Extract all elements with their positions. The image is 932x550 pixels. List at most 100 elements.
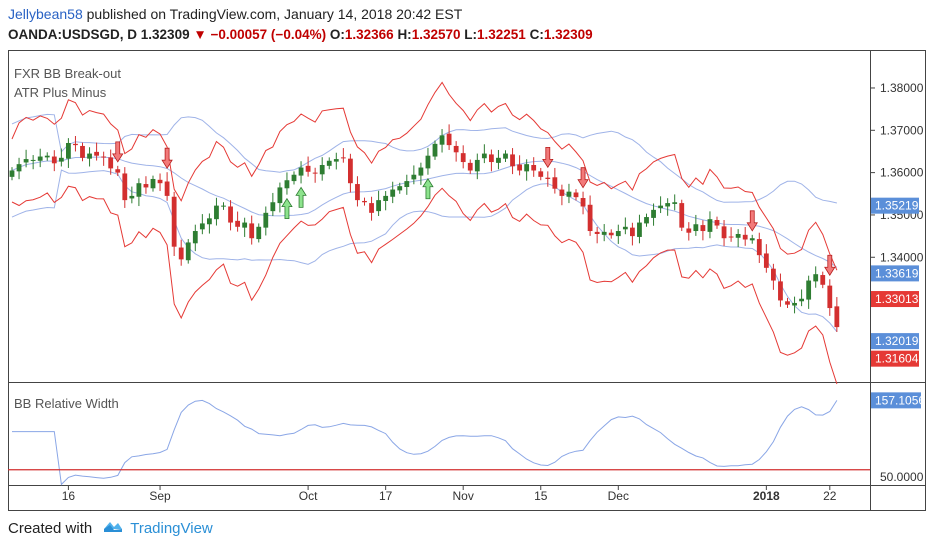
- candle-body: [291, 174, 297, 182]
- low-value: 1.32251: [477, 27, 526, 42]
- buy-arrow-icon: [281, 197, 293, 220]
- candle-body: [235, 220, 240, 227]
- price-change: −0.00057 (−0.04%): [210, 27, 327, 42]
- candle-body: [559, 189, 565, 196]
- price-tag: [871, 333, 919, 350]
- candle-body: [531, 165, 537, 171]
- candle-body: [340, 157, 346, 159]
- price-tick-label: 1.38000: [880, 81, 924, 95]
- candle-body: [467, 162, 473, 171]
- plot-layer: [8, 81, 870, 486]
- candle-body: [756, 239, 762, 256]
- candle-body: [693, 224, 699, 232]
- price-tag: [871, 265, 919, 282]
- candle-body: [221, 205, 226, 207]
- candle-body: [263, 212, 269, 228]
- candle-body: [16, 164, 22, 172]
- candle-body: [538, 171, 544, 177]
- candle-body: [94, 151, 99, 156]
- candle-body: [834, 306, 840, 328]
- bb-middle-line: [11, 156, 838, 268]
- candle-body: [298, 167, 304, 176]
- published-text: published on TradingView.com, January 14…: [86, 6, 463, 22]
- candle-body: [728, 236, 734, 238]
- sell-arrow-icon: [746, 210, 758, 232]
- last-price: 1.32309: [140, 27, 190, 42]
- candle-body: [714, 220, 720, 226]
- candle-body: [256, 226, 262, 240]
- high-value: 1.32570: [411, 27, 461, 42]
- candle-body: [594, 231, 600, 234]
- sell-arrow-icon: [161, 147, 173, 169]
- time-tick-label: 17: [379, 489, 393, 503]
- symbol-label: OANDA:USDSGD, D: [8, 27, 138, 42]
- candle-body: [545, 177, 551, 179]
- price-tick-label: 1.34000: [880, 250, 924, 264]
- candle-body: [58, 157, 64, 162]
- down-arrow-icon: ▼: [193, 27, 207, 42]
- time-tick-label: 15: [534, 489, 548, 503]
- candle-body: [813, 274, 819, 282]
- tradingview-brand[interactable]: TradingView: [130, 519, 213, 537]
- time-tick-label: Sep: [149, 489, 171, 503]
- candle-body: [404, 181, 410, 188]
- candle-body: [820, 275, 826, 285]
- candle-body: [517, 164, 522, 171]
- candle-body: [207, 218, 212, 225]
- candle-body: [122, 173, 128, 201]
- sell-arrow-icon: [577, 167, 589, 189]
- candle-body: [192, 231, 198, 244]
- candle-body: [439, 135, 445, 145]
- candle-body: [242, 222, 248, 228]
- symbol-header: OANDA:USDSGD, D 1.32309 ▼ −0.00057 (−0.0…: [8, 27, 593, 42]
- candle-body: [101, 156, 107, 158]
- time-tick-label: Nov: [453, 489, 474, 503]
- candle-body: [806, 280, 812, 300]
- candle-body: [178, 247, 184, 260]
- candle-body: [524, 164, 530, 172]
- candle-body: [150, 178, 156, 189]
- candle-body: [143, 184, 149, 188]
- price-tag: [871, 197, 919, 214]
- sell-arrow-icon: [824, 254, 836, 277]
- time-axis[interactable]: 16 Sep Oct 17 Nov 15 Dec 2018 22: [62, 485, 837, 503]
- candle-body: [573, 192, 579, 198]
- candle-body: [333, 159, 339, 162]
- atr-lower-line: [11, 185, 838, 385]
- candle-body: [608, 232, 614, 236]
- chart-frame: [8, 50, 926, 511]
- bb-relative-width-line: [12, 399, 838, 486]
- candle-body: [496, 157, 501, 163]
- candle-body: [108, 157, 114, 169]
- candle-body: [630, 227, 635, 237]
- bb-upper-line: [11, 113, 838, 204]
- price-axis[interactable]: 1.380001.370001.360001.350001.3400050.00…: [870, 81, 925, 484]
- candle-body: [136, 183, 142, 197]
- candle-body: [51, 156, 57, 164]
- candle-body: [799, 298, 804, 302]
- sell-arrow-icon: [112, 141, 124, 163]
- candle-body: [566, 191, 572, 197]
- candle-body: [37, 156, 43, 161]
- candle-body: [644, 217, 649, 224]
- candle-body: [44, 155, 50, 158]
- candle-body: [432, 143, 438, 157]
- candle-body: [771, 268, 776, 281]
- candle-body: [742, 234, 748, 240]
- sell-arrow-icon: [542, 146, 554, 169]
- time-tick-label: 2018: [753, 489, 780, 503]
- candle-body: [80, 145, 85, 158]
- close-label: C:: [529, 27, 544, 42]
- author-link[interactable]: Jellybean58: [8, 6, 83, 22]
- candle-body: [827, 285, 833, 309]
- candle-body: [171, 196, 177, 247]
- price-tick-label: 1.36000: [880, 166, 924, 180]
- price-tick-label: 1.37000: [880, 123, 924, 137]
- candle-body: [277, 187, 283, 204]
- candle-body: [319, 165, 325, 175]
- candle-body: [23, 159, 29, 163]
- time-tick-label: 22: [823, 489, 837, 503]
- candle-body: [580, 198, 586, 207]
- time-tick-label: 16: [62, 489, 76, 503]
